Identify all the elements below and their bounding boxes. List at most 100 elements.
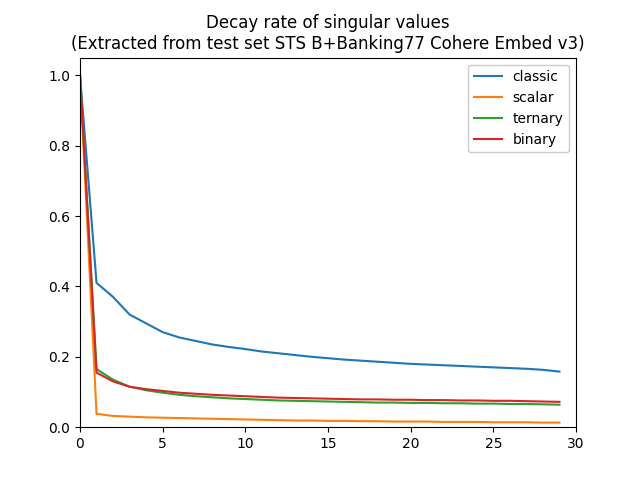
classic [275,350,282,356]
binary [225,393,233,398]
scalar [556,420,563,425]
ternary [407,400,415,406]
classic [390,360,398,366]
binary [159,388,166,394]
ternary [556,402,563,408]
scalar [390,419,398,424]
binary [490,398,497,404]
Line: scalar: scalar [80,75,559,422]
classic [324,355,332,361]
classic [209,342,216,348]
binary [324,396,332,402]
binary [390,397,398,403]
scalar [159,415,166,420]
classic [340,357,348,362]
scalar [275,417,282,423]
binary [142,386,150,392]
classic [125,312,134,317]
binary [209,392,216,398]
scalar [440,419,447,425]
binary [192,391,200,396]
classic [142,321,150,326]
classic [175,335,183,340]
scalar [142,414,150,420]
Line: binary: binary [80,75,559,402]
scalar [506,420,514,425]
classic [225,344,233,350]
ternary [456,400,464,406]
ternary [522,401,530,407]
ternary [357,399,365,405]
ternary [142,387,150,393]
classic [241,346,249,352]
scalar [539,420,547,425]
ternary [93,366,100,372]
scalar [192,416,200,421]
scalar [324,418,332,424]
classic [539,367,547,372]
scalar [424,419,431,424]
classic [424,361,431,367]
binary [539,398,547,404]
classic [522,366,530,372]
ternary [192,393,200,399]
binary [456,397,464,403]
binary [340,396,348,402]
ternary [473,401,481,407]
ternary [291,398,299,404]
binary [241,393,249,399]
scalar [407,419,415,424]
scalar [456,419,464,425]
binary [556,399,563,405]
scalar [374,419,381,424]
classic [456,363,464,369]
scalar [490,420,497,425]
binary [291,395,299,401]
binary [109,379,117,384]
scalar [241,417,249,422]
classic [93,280,100,286]
ternary [76,72,84,78]
Legend: classic, scalar, ternary, binary: classic, scalar, ternary, binary [468,64,569,153]
scalar [291,418,299,423]
ternary [374,400,381,406]
scalar [308,418,316,423]
binary [407,397,415,403]
classic [506,365,514,371]
classic [109,294,117,300]
classic [556,369,563,374]
ternary [490,401,497,407]
classic [473,364,481,370]
binary [374,396,381,402]
scalar [340,418,348,424]
ternary [440,400,447,406]
classic [374,359,381,365]
classic [308,354,316,360]
ternary [308,398,316,404]
ternary [506,401,514,407]
classic [291,352,299,358]
classic [407,361,415,367]
ternary [275,397,282,403]
ternary [390,400,398,406]
classic [258,348,266,354]
ternary [241,396,249,402]
ternary [324,398,332,404]
ternary [175,392,183,398]
binary [357,396,365,402]
binary [125,384,134,390]
scalar [522,420,530,425]
classic [490,364,497,370]
classic [192,338,200,344]
Line: ternary: ternary [80,75,559,405]
ternary [225,396,233,401]
scalar [209,416,216,421]
binary [506,398,514,404]
ternary [209,395,216,400]
classic [159,329,166,335]
scalar [225,416,233,422]
classic [440,362,447,368]
binary [175,390,183,396]
binary [440,397,447,403]
Title: Decay rate of singular values
(Extracted from test set STS B+Banking77 Cohere Em: Decay rate of singular values (Extracted… [71,14,585,53]
